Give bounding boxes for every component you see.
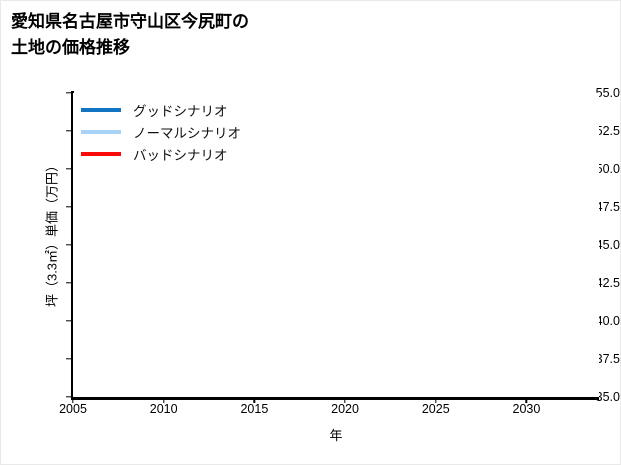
y-axis-title: 坪（3.3㎡）単価（万円）	[44, 158, 60, 307]
y-tick-label: 47.5	[595, 200, 620, 214]
y-tick-mark	[66, 320, 72, 322]
x-axis-title: 年	[329, 428, 343, 443]
legend-item-bad[interactable]: バッドシナリオ	[81, 143, 311, 165]
y-tick-label: 50.0	[595, 162, 620, 176]
legend-label-good: グッドシナリオ	[133, 104, 228, 119]
x-tick-label: 2030	[512, 402, 541, 416]
y-tick-mark	[66, 358, 72, 360]
y-tick-label: 52.5	[595, 124, 620, 138]
x-tick-mark	[253, 397, 256, 403]
x-tick-mark	[72, 397, 74, 403]
y-tick-mark	[66, 282, 72, 284]
y-tick-mark	[66, 396, 72, 398]
x-tick-mark	[344, 397, 346, 403]
x-tick-mark	[162, 397, 165, 403]
plot-background	[73, 93, 599, 397]
y-axis-line	[71, 91, 74, 399]
x-tick-label: 2005	[59, 402, 87, 416]
x-tick-label: 2015	[240, 402, 269, 416]
x-tick-label: 2010	[149, 402, 178, 416]
y-tick-label: 35.0	[595, 390, 620, 404]
legend-color-swatch-normal	[81, 130, 121, 134]
y-tick-label: 55.0	[595, 86, 620, 100]
x-tick-mark	[435, 397, 437, 403]
y-tick-label: 45.0	[595, 238, 620, 252]
x-axis-line	[71, 397, 599, 400]
legend-label-normal: ノーマルシナリオ	[133, 126, 241, 141]
y-tick-mark	[66, 206, 72, 208]
legend-item-normal[interactable]: ノーマルシナリオ	[81, 121, 311, 143]
x-tick-label: 2025	[421, 402, 450, 416]
y-tick-mark	[66, 244, 72, 246]
chart-legend: グッドシナリオ ノーマルシナリオ バッドシナリオ	[81, 95, 311, 167]
y-tick-label: 37.5	[595, 352, 620, 366]
y-tick-label: 40.0	[595, 314, 620, 328]
y-tick-label: 42.5	[595, 276, 620, 290]
y-tick-mark	[66, 168, 72, 170]
y-tick-mark	[66, 130, 72, 132]
legend-color-swatch-bad	[81, 152, 121, 156]
legend-label-bad: バッドシナリオ	[133, 148, 228, 163]
legend-item-good[interactable]: グッドシナリオ	[81, 99, 311, 121]
x-tick-label: 2020	[331, 402, 359, 416]
x-tick-mark	[525, 397, 528, 403]
legend-color-swatch-good	[81, 108, 121, 112]
page-title: 愛知県名古屋市守山区今尻町の 土地の価格推移	[11, 12, 249, 57]
plot-area	[73, 93, 599, 397]
y-tick-mark	[66, 92, 72, 94]
